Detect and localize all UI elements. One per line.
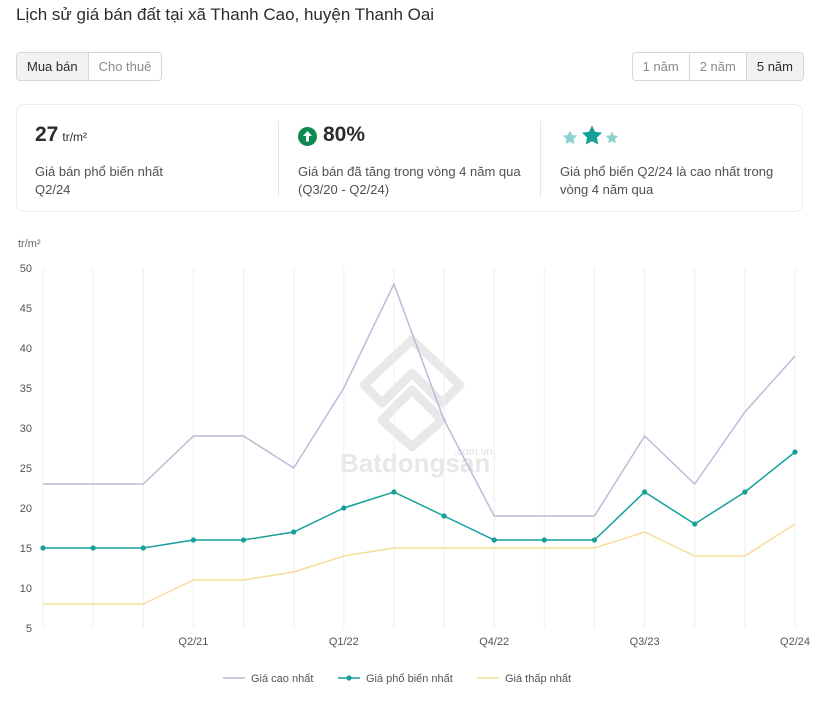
data-point[interactable] xyxy=(491,537,497,543)
x-tick-label: Q3/23 xyxy=(630,636,660,648)
watermark-text: Batdongsan xyxy=(340,448,490,478)
data-point[interactable] xyxy=(240,537,247,543)
data-point[interactable] xyxy=(441,513,447,519)
rating-stat: Giá phổ biến Q2/24 là cao nhất trong vòn… xyxy=(560,105,800,211)
arrow-up-circle-icon xyxy=(298,126,317,146)
data-point[interactable] xyxy=(341,505,347,511)
growth-desc: Giá bán đã tăng trong vòng 4 năm qua xyxy=(298,164,521,179)
data-point[interactable] xyxy=(391,489,397,495)
transaction-type-toggle: Mua bán Cho thuê xyxy=(16,52,163,81)
legend-label[interactable]: Giá thấp nhất xyxy=(505,673,571,685)
summary-card: 27 tr/m² Giá bán phổ biến nhất Q2/24 80%… xyxy=(16,104,803,212)
legend-label[interactable]: Giá phổ biến nhất xyxy=(366,673,453,685)
tab-sale[interactable]: Mua bán xyxy=(17,53,88,80)
common-price-unit: tr/m² xyxy=(62,130,88,144)
common-price-desc: Giá bán phổ biến nhất xyxy=(35,164,163,179)
data-point[interactable] xyxy=(40,545,46,551)
data-point[interactable] xyxy=(291,529,297,535)
tab-5-years[interactable]: 5 năm xyxy=(745,53,803,80)
data-point[interactable] xyxy=(591,537,598,543)
three-stars-icon xyxy=(562,125,622,154)
stat-divider xyxy=(540,121,541,197)
y-tick-label: 20 xyxy=(20,503,32,515)
legend-marker xyxy=(346,675,352,681)
data-point[interactable] xyxy=(541,537,547,543)
watermark-logo: Batdongsan .com.vn xyxy=(340,335,493,478)
x-tick-label: Q2/24 xyxy=(780,636,810,648)
x-tick-label: Q4/22 xyxy=(479,636,509,648)
y-tick-label: 15 xyxy=(20,543,32,555)
y-tick-label: 10 xyxy=(20,583,32,595)
common-price-stat: 27 tr/m² Giá bán phổ biến nhất Q2/24 xyxy=(35,105,275,211)
rating-desc-cont: vòng 4 năm qua xyxy=(560,182,654,197)
data-point[interactable] xyxy=(742,489,748,495)
y-tick-label: 50 xyxy=(20,263,32,275)
data-point[interactable] xyxy=(190,537,196,543)
x-tick-label: Q2/21 xyxy=(178,636,208,648)
legend-label[interactable]: Giá cao nhất xyxy=(251,673,313,685)
time-range-toggle: 1 năm 2 năm 5 năm xyxy=(631,52,804,81)
common-price-value: 27 xyxy=(35,123,59,146)
price-line-chart: Batdongsan .com.vn tr/m² 5 10 15 20 25 30 35 40… xyxy=(18,238,810,685)
growth-period: (Q3/20 - Q2/24) xyxy=(298,182,390,197)
data-point[interactable] xyxy=(642,489,648,495)
page-title: Lịch sử giá bán đất tại xã Thanh Cao, hu… xyxy=(16,5,435,24)
y-tick-label: 40 xyxy=(20,343,32,355)
y-tick-label: 25 xyxy=(20,463,32,475)
tab-rent[interactable]: Cho thuê xyxy=(87,53,162,80)
growth-stat: 80% Giá bán đã tăng trong vòng 4 năm qua… xyxy=(298,105,538,211)
x-tick-label: Q1/22 xyxy=(329,636,359,648)
data-point[interactable] xyxy=(692,521,698,527)
tab-1-year[interactable]: 1 năm xyxy=(632,53,689,80)
y-tick-label: 5 xyxy=(26,623,32,635)
series-line-2 xyxy=(43,523,796,605)
common-price-period: Q2/24 xyxy=(35,182,71,197)
growth-value: 80% xyxy=(323,123,366,146)
rating-desc: Giá phổ biến Q2/24 là cao nhất trong xyxy=(560,164,774,179)
data-point[interactable] xyxy=(792,449,798,455)
data-point[interactable] xyxy=(90,545,96,551)
stat-divider xyxy=(278,121,279,197)
y-axis-label: tr/m² xyxy=(18,238,41,250)
series-line-1 xyxy=(43,451,796,549)
tab-2-years[interactable]: 2 năm xyxy=(688,53,746,80)
y-tick-label: 45 xyxy=(20,303,32,315)
series-line-0 xyxy=(43,282,796,517)
y-tick-label: 30 xyxy=(20,423,32,435)
data-point[interactable] xyxy=(140,545,146,551)
y-tick-label: 35 xyxy=(20,383,32,395)
watermark-subtext: .com.vn xyxy=(454,446,493,458)
